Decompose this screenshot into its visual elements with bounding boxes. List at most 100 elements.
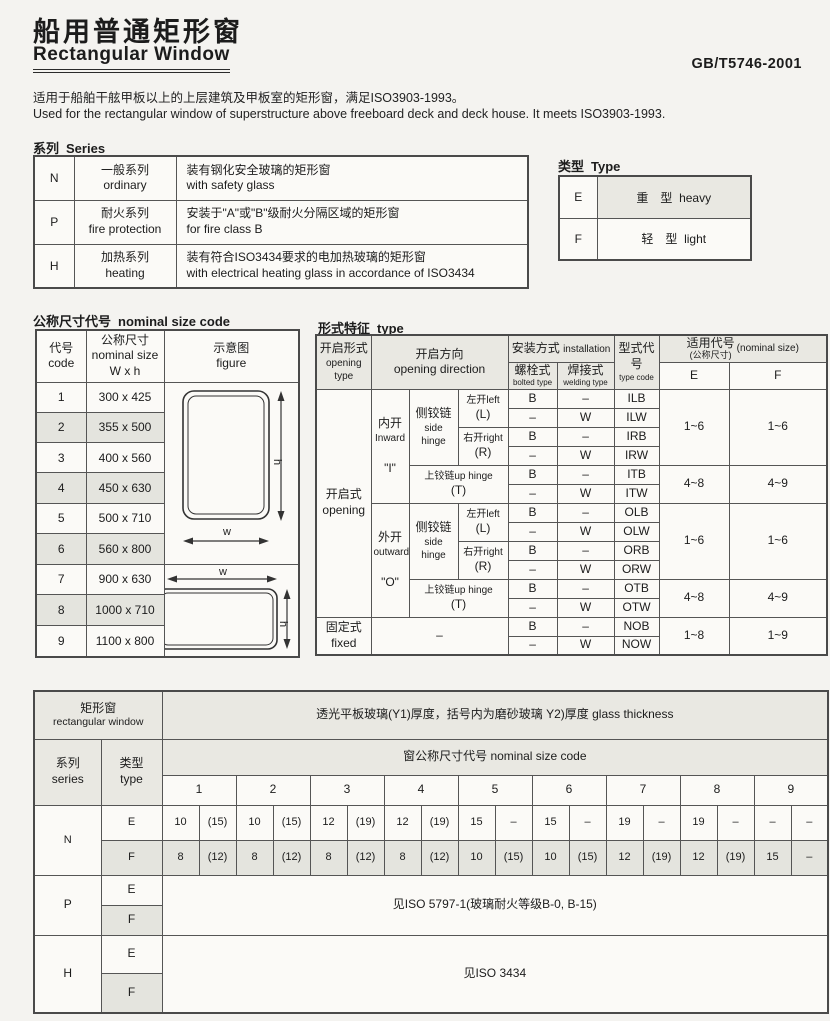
intro-line-zh: 适用于船舶干舷甲板以上的上层建筑及甲板室的矩形窗，满足ISO3903-1993。	[33, 91, 465, 105]
cell: –	[790, 839, 829, 876]
table-row: – W ORW	[316, 559, 827, 580]
series-cell: H	[33, 934, 102, 1014]
type-label: 轻 型 light	[596, 217, 752, 261]
cell: 19	[679, 804, 718, 841]
col-header-series: 系列 series	[33, 738, 102, 806]
cell: –	[556, 426, 615, 447]
cell: –	[556, 578, 615, 599]
series-name: 加热系列 heating	[73, 243, 177, 289]
cell: W	[556, 445, 615, 466]
cell: –	[556, 540, 615, 561]
cell: 8	[383, 839, 422, 876]
cell: –	[507, 597, 558, 618]
cell: (19)	[420, 804, 459, 841]
table-row: 外开 outward "O" 侧铰链 side hinge 左开left (L) B – OL…	[316, 502, 828, 618]
cell: (12)	[420, 839, 459, 876]
range-e-cell: 4~8	[658, 464, 730, 504]
size-code-header: 2	[235, 774, 311, 806]
table-row: 2 355 x 500	[35, 411, 299, 444]
width-label: w	[222, 526, 231, 538]
size-code-header: 1	[161, 774, 237, 806]
cell: B	[507, 502, 558, 523]
arrowhead	[283, 638, 291, 649]
size-code-header: 9	[753, 774, 829, 806]
range-e-cell: 1~8	[658, 616, 730, 656]
type-code-cell: IRB	[613, 426, 660, 447]
range-f-cell: 1~6	[728, 388, 828, 466]
thickness-title: 透光平板玻璃(Y1)厚度，括号内为磨砂玻璃 Y2)厚度 glass thickn…	[161, 690, 829, 740]
table-row: 螺栓式 bolted type 焊接式 welding type E F	[316, 361, 828, 390]
cell: (19)	[346, 804, 385, 841]
type-code-cell: OLB	[613, 502, 660, 523]
size-code-header: 8	[679, 774, 755, 806]
size-value: 450 x 630	[85, 472, 165, 504]
cell: 10	[161, 804, 200, 841]
cell: (15)	[198, 804, 237, 841]
cell: (12)	[272, 839, 311, 876]
table-row: – W OTW	[316, 597, 827, 618]
cell: –	[556, 616, 615, 637]
inward-label: 内开 Inward "I"	[370, 388, 410, 504]
table-row: 上铰链up hinge (T) B – OTB 4~8 4~9	[316, 578, 828, 618]
up-hinge-label: 上铰链up hinge (T)	[408, 464, 509, 504]
left-open-label: 左开left (L)	[457, 502, 509, 542]
cell: –	[370, 616, 509, 656]
series-code: P	[33, 199, 75, 245]
cell: W	[556, 635, 615, 656]
range-e-cell: 1~6	[658, 388, 730, 466]
figure-cell-landscape: w h	[163, 563, 300, 657]
table-row: – W IRW	[316, 445, 827, 466]
cell: 8	[309, 839, 348, 876]
type-code-cell: ILW	[613, 407, 660, 428]
table-row: 5 500 x 710	[35, 502, 299, 535]
table-row: – W NOW	[316, 635, 827, 656]
cell: (15)	[568, 839, 607, 876]
series-desc: 装有符合ISO3434要求的电加热玻璃的矩形窗 with electrical h…	[175, 243, 529, 289]
size-code: 1	[35, 381, 87, 413]
type-cell: F	[100, 904, 163, 936]
cell: B	[507, 578, 558, 599]
range-e-cell: 4~8	[658, 578, 730, 618]
type-cell: E	[100, 934, 163, 974]
arrowhead	[258, 537, 269, 544]
size-value: 355 x 500	[85, 411, 165, 444]
size-value: 560 x 800	[85, 533, 165, 565]
type-code-cell: OTB	[613, 578, 660, 599]
range-f-cell: 4~9	[728, 578, 828, 618]
fixed-label: 固定式 fixed	[315, 616, 372, 656]
col-header-figure: 示意图 figure	[163, 329, 300, 383]
cell: W	[556, 407, 615, 428]
col-header-bolted: 螺栓式 bolted type	[507, 361, 558, 390]
series-name: 一般系列 ordinary	[73, 155, 177, 201]
col-header-welding: 焊接式 welding type	[556, 361, 615, 390]
range-f-cell: 1~9	[728, 616, 828, 656]
type-code-cell: ORB	[613, 540, 660, 561]
cell: –	[568, 804, 607, 841]
size-code-header: 7	[605, 774, 681, 806]
cell: –	[790, 804, 829, 841]
col-header-installation: 安装方式 installation	[507, 334, 615, 363]
cell: B	[507, 540, 558, 561]
arrowhead	[283, 588, 291, 599]
type-code-cell: ILB	[613, 388, 660, 409]
col-header-applicable: 适用代号 (公称尺寸) (nominal size)	[658, 334, 828, 363]
arrowhead	[277, 390, 285, 401]
type-cell: E	[100, 874, 163, 906]
outward-label: 外开 outward "O"	[370, 502, 410, 618]
table-row: F 8 (12) 8 (12) 8 (12) 8 (12) 10 (15) 10 (15) …	[34, 839, 829, 876]
figure-cell-portrait: h w	[163, 381, 300, 565]
cell: B	[507, 388, 558, 409]
col-header-e: E	[658, 361, 730, 390]
series-cell: N	[33, 804, 102, 876]
cell: 10	[531, 839, 570, 876]
cell: –	[556, 502, 615, 523]
corner-cell: 矩形窗 rectangular window	[33, 690, 163, 740]
type-code-cell: ITB	[613, 464, 660, 485]
cell: 12	[309, 804, 348, 841]
opening-group-label: 开启式 opening	[315, 388, 372, 618]
cell: –	[507, 521, 558, 542]
cell: –	[507, 559, 558, 580]
cell: 8	[161, 839, 200, 876]
size-value: 1000 x 710	[85, 594, 165, 627]
table-row: 9 1100 x 800	[35, 625, 299, 657]
